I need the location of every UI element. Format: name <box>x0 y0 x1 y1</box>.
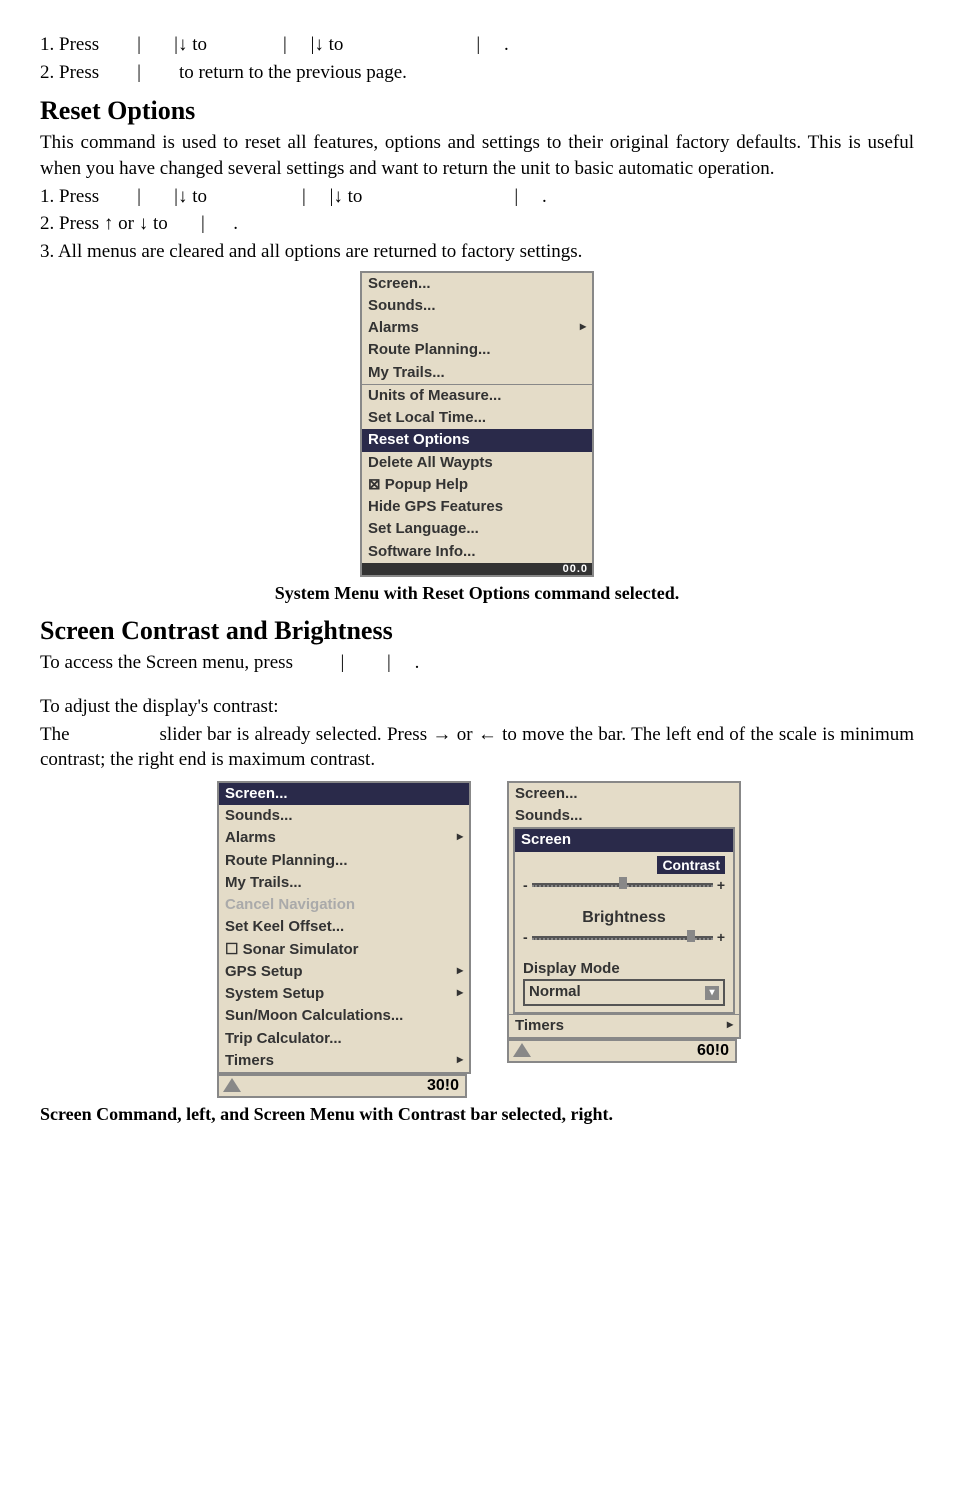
depth-readout: 60!0 <box>507 1039 737 1063</box>
menu-item[interactable]: Timers ▸ <box>219 1050 469 1072</box>
caption-2: Screen Command, left, and Screen Menu wi… <box>40 1102 914 1126</box>
step2-b: to return to the previous page. <box>179 62 407 83</box>
heading-reset: Reset Options <box>40 93 914 128</box>
menu-item[interactable]: Timers ▸ <box>509 1015 739 1037</box>
p2a: The <box>40 724 75 745</box>
contrast-row: Contrast - + <box>523 856 725 895</box>
menu-item[interactable]: Units of Measure... <box>362 385 592 407</box>
menu-item-disabled: Cancel Navigation <box>219 894 469 916</box>
menu-label: System Setup <box>225 985 324 1002</box>
menu-item[interactable]: Delete All Waypts <box>362 452 592 474</box>
menu-item[interactable]: Sun/Moon Calculations... <box>219 1005 469 1027</box>
brightness-label: Brightness <box>577 907 671 929</box>
menu-item[interactable]: Sounds... <box>219 805 469 827</box>
panel-title: Screen <box>515 829 733 851</box>
p2b: slider bar is already selected. Press <box>160 724 433 745</box>
reset-para: This command is used to reset all featur… <box>40 130 914 181</box>
system-menu: Screen... Sounds... Alarms ▸ Route Plann… <box>360 271 594 577</box>
display-mode-label: Display Mode <box>523 959 725 979</box>
menu-item-selected[interactable]: Screen... <box>219 783 469 805</box>
reset-step-2: 2. Press ↑ or ↓ to | . <box>40 211 914 237</box>
contrast-slider[interactable]: - + <box>523 876 725 895</box>
r1-c: to <box>348 186 368 207</box>
slider-track <box>532 936 713 940</box>
menu-item[interactable]: Hide GPS Features <box>362 496 592 518</box>
display-mode-value: Normal <box>529 982 581 1002</box>
slider-thumb[interactable] <box>619 877 627 889</box>
screen-command-menu: Screen... Sounds... Alarms ▸ Route Plann… <box>217 781 471 1074</box>
step2-a: 2. Press <box>40 62 104 83</box>
menu-item[interactable]: Alarms ▸ <box>362 317 592 339</box>
r2-a: 2. Press <box>40 213 104 234</box>
menu-item[interactable]: Screen... <box>509 783 739 805</box>
submenu-arrow-icon: ▸ <box>580 318 586 334</box>
submenu-arrow-icon: ▸ <box>457 962 463 978</box>
minus-icon: - <box>523 876 528 895</box>
menu-item[interactable]: Sounds... <box>509 805 739 827</box>
menu-item[interactable]: Sounds... <box>362 295 592 317</box>
menu-label: GPS Setup <box>225 963 303 980</box>
screen-intro: To access the Screen menu, press | | . <box>40 650 914 676</box>
step1-to2: to <box>329 34 349 55</box>
brightness-slider[interactable]: - + <box>523 928 725 947</box>
minus-icon: - <box>523 928 528 947</box>
menu-label: Timers <box>225 1052 274 1069</box>
r2-b: to <box>153 213 173 234</box>
left-menu-wrap: Screen... Sounds... Alarms ▸ Route Plann… <box>217 781 467 1098</box>
display-mode-select[interactable]: Normal ▾ <box>523 979 725 1005</box>
menu-item[interactable]: Route Planning... <box>219 850 469 872</box>
screen-menu: Screen... Sounds... Screen Contrast - <box>507 781 741 1039</box>
dropdown-icon: ▾ <box>705 986 719 1000</box>
two-menus: Screen... Sounds... Alarms ▸ Route Plann… <box>40 781 914 1098</box>
plus-icon: + <box>717 928 725 947</box>
screen-p2: The slider bar is already selected. Pres… <box>40 722 914 773</box>
depth-readout: 30!0 <box>217 1074 467 1098</box>
menu-item[interactable]: GPS Setup ▸ <box>219 961 469 983</box>
step1-text: 1. Press <box>40 34 99 55</box>
submenu-arrow-icon: ▸ <box>457 828 463 844</box>
menu-label: Alarms <box>225 829 276 846</box>
menu-item[interactable]: Alarms ▸ <box>219 827 469 849</box>
menu-item[interactable]: ☐ Sonar Simulator <box>219 939 469 961</box>
menu-item[interactable]: Set Keel Offset... <box>219 916 469 938</box>
menu-item[interactable]: Set Local Time... <box>362 407 592 429</box>
panel-body: Contrast - + Brightness <box>515 852 733 1012</box>
menu-item[interactable]: My Trails... <box>219 872 469 894</box>
slider-track <box>532 883 713 887</box>
right-menu-wrap: Screen... Sounds... Screen Contrast - <box>507 781 737 1098</box>
menu-label: Alarms <box>368 319 419 336</box>
menu-label: Timers <box>515 1017 564 1034</box>
menu-item[interactable]: Set Language... <box>362 518 592 540</box>
r2-or: or <box>118 213 139 234</box>
screen-panel: Screen Contrast - + <box>513 827 735 1013</box>
p2c: or <box>457 724 478 745</box>
submenu-arrow-icon: ▸ <box>457 984 463 1000</box>
submenu-arrow-icon: ▸ <box>457 1051 463 1067</box>
brightness-row: Brightness - + <box>523 907 725 947</box>
plus-icon: + <box>717 876 725 895</box>
reset-step-3: 3. All menus are cleared and all options… <box>40 239 914 265</box>
menu-item[interactable]: System Setup ▸ <box>219 983 469 1005</box>
heading-screen: Screen Contrast and Brightness <box>40 613 914 648</box>
step-2: 2. Press | to return to the previous pag… <box>40 60 914 86</box>
menu-item[interactable]: Trip Calculator... <box>219 1028 469 1050</box>
screen-p1: To adjust the display's contrast: <box>40 694 914 720</box>
caption-1: System Menu with Reset Options command s… <box>40 581 914 605</box>
slider-thumb[interactable] <box>687 930 695 942</box>
menu-item[interactable]: Screen... <box>362 273 592 295</box>
menu-item[interactable]: Route Planning... <box>362 339 592 361</box>
menu-item[interactable]: Software Info... <box>362 541 592 563</box>
step-1: 1. Press | |↓ to | |↓ to | . <box>40 32 914 58</box>
reset-step-1: 1. Press | |↓ to | |↓ to | . <box>40 184 914 210</box>
step1-to1: to <box>192 34 212 55</box>
menu-item-selected[interactable]: Reset Options <box>362 429 592 451</box>
contrast-label: Contrast <box>657 856 725 875</box>
menu-item[interactable]: My Trails... <box>362 362 592 384</box>
menu-footer: 00.0 <box>362 563 592 575</box>
r1-a: 1. Press <box>40 186 99 207</box>
menu-item[interactable]: ⊠ Popup Help <box>362 474 592 496</box>
scr-intro: To access the Screen menu, press <box>40 652 298 673</box>
submenu-arrow-icon: ▸ <box>727 1016 733 1032</box>
r1-b: to <box>192 186 212 207</box>
